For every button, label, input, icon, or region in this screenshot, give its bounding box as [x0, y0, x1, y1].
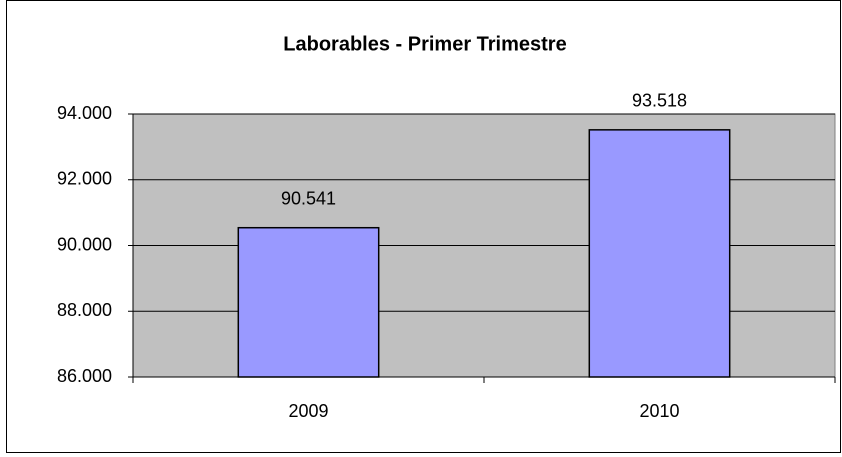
- bar: [237, 226, 380, 378]
- data-label: 93.518: [632, 91, 687, 111]
- y-tick-label: 92.000: [57, 169, 112, 189]
- y-tick-label: 90.000: [57, 234, 112, 254]
- x-tick-label: 2010: [639, 401, 679, 421]
- y-tick-label: 86.000: [57, 366, 112, 386]
- data-label: 90.541: [281, 188, 336, 208]
- bar: [588, 129, 731, 378]
- chart-title: Laborables - Primer Trimestre: [283, 33, 566, 55]
- x-tick-label: 2009: [288, 401, 328, 421]
- y-tick-label: 88.000: [57, 300, 112, 320]
- y-tick-label: 94.000: [57, 103, 112, 123]
